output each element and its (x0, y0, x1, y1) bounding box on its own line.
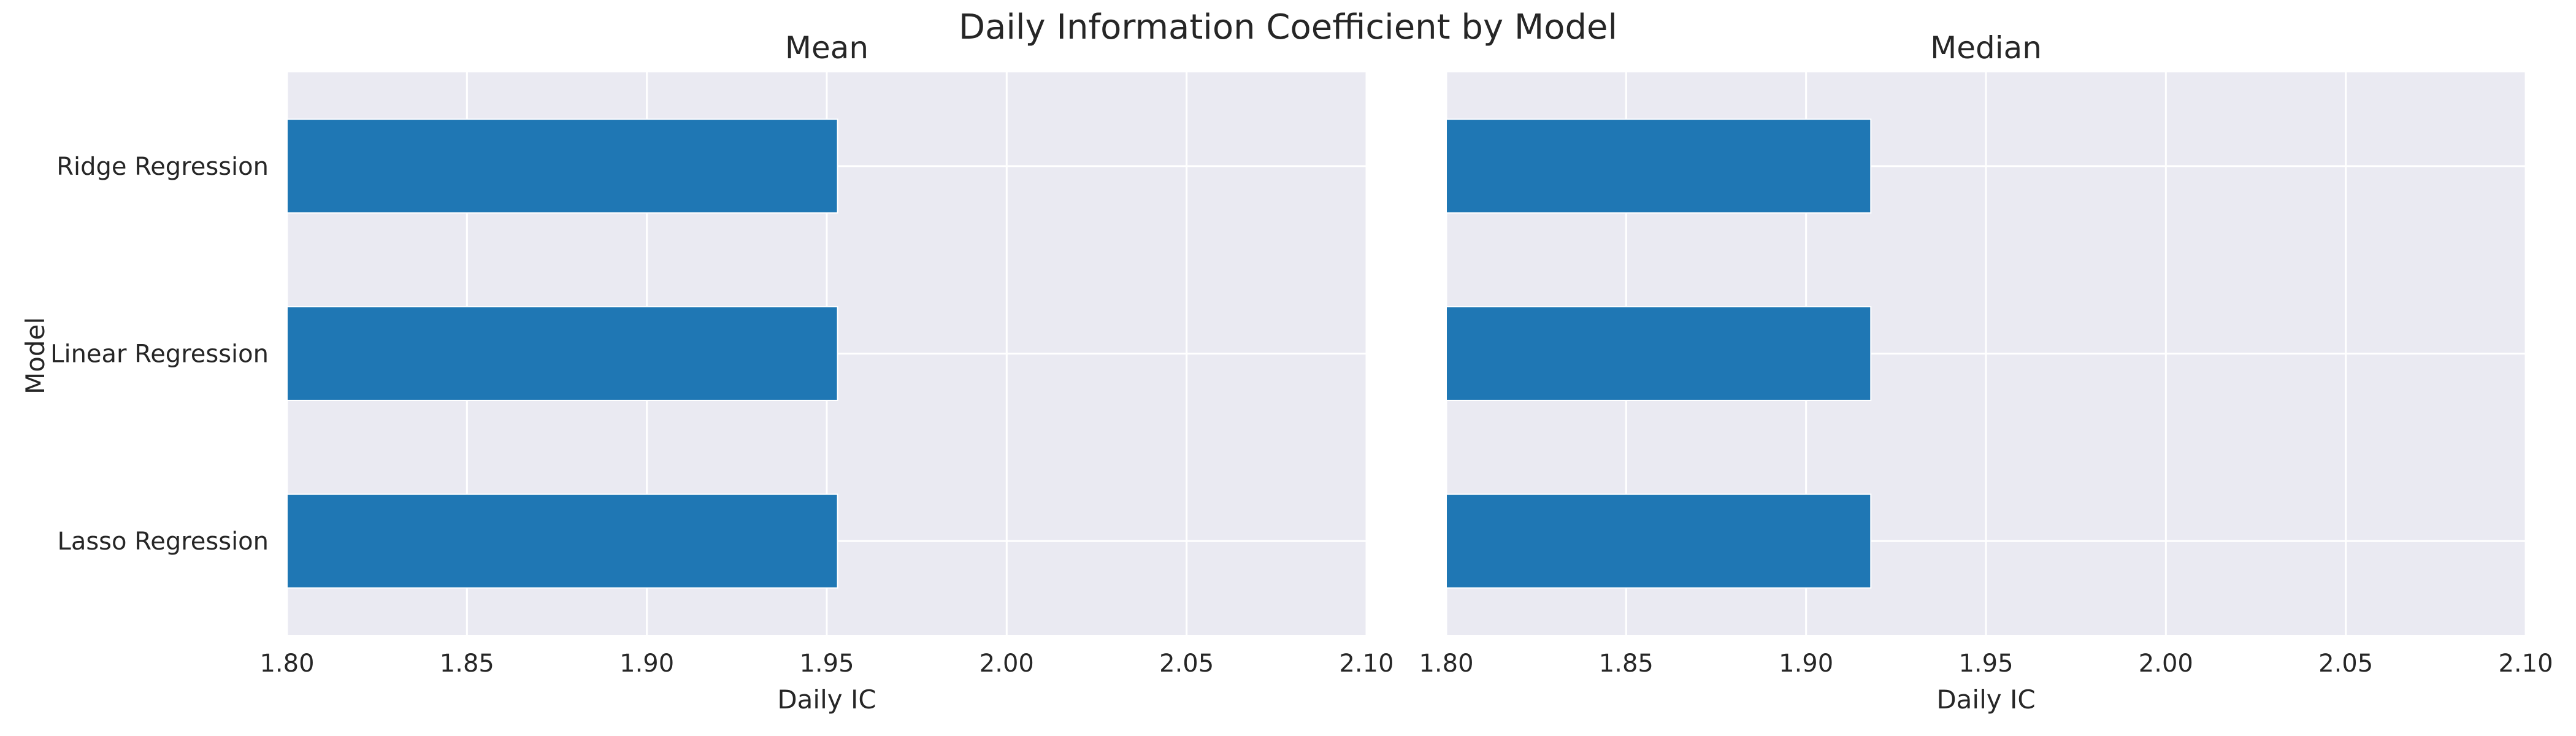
x-tick-label: 2.00 (979, 650, 1034, 678)
x-tick-label: 2.00 (2139, 650, 2193, 678)
x-tick-label: 1.95 (1958, 650, 2013, 678)
y-axis-label: Model (20, 317, 50, 394)
bar-linear-regression (1446, 306, 1872, 401)
x-tick-label: 2.10 (1339, 650, 1393, 678)
x-tick-label: 1.85 (440, 650, 494, 678)
panel-title: Median (1930, 30, 2042, 66)
panel-median: 1.80 1.85 1.90 1.95 2.00 2.05 2.10 Median Daily … (1419, 30, 2553, 715)
bar-ridge-regression (286, 118, 838, 214)
x-tick-label: 2.05 (1159, 650, 1214, 678)
x-axis-label: Daily IC (1936, 684, 2035, 715)
panel-mean: 1.80 1.85 1.90 1.95 2.00 2.05 2.10 Ridge Regres… (50, 30, 1393, 715)
bar-ridge-regression (1446, 118, 1872, 214)
y-tick-label: Ridge Regression (56, 153, 269, 181)
y-tick-label: Lasso Regression (58, 527, 269, 556)
x-tick-label: 1.80 (259, 650, 314, 678)
x-tick-label: 1.80 (1419, 650, 1473, 678)
bar-linear-regression (286, 306, 838, 401)
x-axis-label: Daily IC (777, 684, 876, 715)
x-tick-label: 1.90 (1779, 650, 1833, 678)
panel-title: Mean (785, 30, 868, 66)
x-tick-label: 1.90 (619, 650, 674, 678)
x-tick-label: 1.85 (1599, 650, 1654, 678)
x-tick-label: 2.05 (2318, 650, 2373, 678)
x-tick-label: 1.95 (799, 650, 854, 678)
chart-title: Daily Information Coefficient by Model (959, 7, 1617, 47)
bar-lasso-regression (286, 493, 838, 589)
x-tick-label: 2.10 (2498, 650, 2553, 678)
y-tick-label: Linear Regression (50, 340, 269, 369)
bar-lasso-regression (1446, 493, 1872, 589)
